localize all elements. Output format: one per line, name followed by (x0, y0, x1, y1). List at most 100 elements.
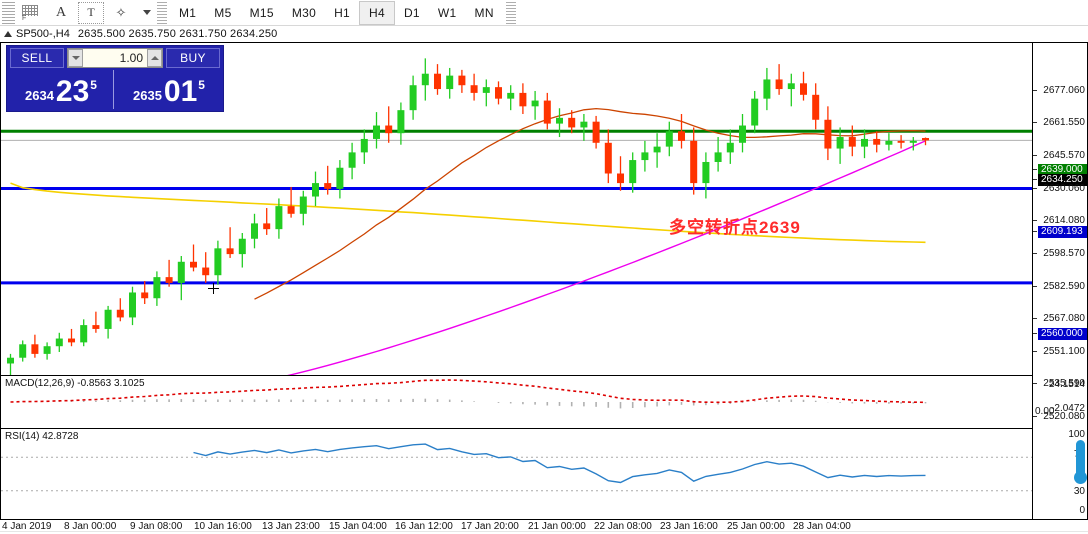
window-bottom-edge (0, 531, 1088, 534)
order-panel-controls: SELL 1.00 BUY (7, 46, 223, 70)
price-axis-label: 2535.590 (1043, 378, 1085, 389)
crosshair-cursor-v (213, 283, 214, 294)
time-axis-label: 17 Jan 20:00 (461, 521, 519, 532)
price-axis-tick (1033, 253, 1037, 254)
timeframe-w1[interactable]: W1 (437, 5, 457, 20)
resistance-level-badge[interactable]: 2639.000 (1038, 164, 1087, 176)
rsi-axis-0: 0 (1079, 505, 1085, 516)
price-axis-tick (1033, 169, 1037, 170)
time-axis[interactable]: 4 Jan 2019 8 Jan 00:00 9 Jan 08:00 10 Jan 1… (0, 521, 1088, 534)
order-panel-prices: 2634 23 5 2635 01 5 (7, 70, 223, 111)
price-axis-tick (1033, 90, 1037, 91)
timeframe-mn[interactable]: MN (474, 5, 494, 20)
time-axis-label: 15 Jan 04:00 (329, 521, 387, 532)
volume-increase-button[interactable] (147, 49, 162, 67)
buy-price-big: 01 (163, 75, 198, 108)
macd-axis-zero: 0.00 (1035, 406, 1055, 417)
rsi-subwindow: RSI(14) 42.8728 (1, 428, 1087, 519)
buy-button[interactable]: BUY (166, 48, 220, 68)
toolbar-separator (157, 1, 167, 24)
time-axis-label: 8 Jan 00:00 (64, 521, 117, 532)
crosshair-grid-icon[interactable]: F (17, 2, 44, 24)
price-axis-tick (1033, 231, 1037, 232)
price-axis-label: 2598.570 (1043, 248, 1085, 259)
symbol-name: SP500-,H4 (16, 28, 70, 40)
time-axis-label: 10 Jan 16:00 (194, 521, 252, 532)
macd-svg (10, 379, 927, 409)
price-axis-tick (1033, 286, 1037, 287)
current-price-badge[interactable]: 2634.250 (1038, 174, 1087, 186)
price-axis[interactable]: 2677.060 2661.550 2645.570 2639.000 2634.250… (1032, 43, 1087, 519)
rsi-label: RSI(14) 42.8728 (5, 431, 79, 442)
chart-annotation: 多空转折点2639 (669, 218, 801, 237)
one-click-trading-panel[interactable]: SELL 1.00 BUY 2634 23 5 2635 01 5 (6, 45, 224, 112)
timeframe-m30[interactable]: M30 (291, 5, 317, 20)
objects-icon[interactable]: ✧ (115, 4, 127, 20)
macd-subwindow: MACD(12,26,9) -0.8563 3.1025 (1, 375, 1087, 428)
price-axis-label: 2582.590 (1043, 281, 1085, 292)
price-axis-label: 2630.060 (1043, 183, 1085, 194)
price-axis-tick (1033, 383, 1037, 384)
price-axis-tick (1033, 122, 1037, 123)
sell-price-display[interactable]: 2634 23 5 (9, 70, 114, 109)
font-icon[interactable]: A (55, 4, 67, 20)
toolbar: F A T ✧ M1 M5 M15 M30 H1 H4 D1 W1 MN (0, 0, 1088, 26)
price-axis-tick (1033, 188, 1037, 189)
symbol-ohlc-bar: SP500-,H4 2635.500 2635.750 2631.750 263… (0, 27, 1088, 41)
price-axis-tick (1033, 351, 1037, 352)
volume-decrease-button[interactable] (68, 49, 83, 67)
price-axis-label: 2614.080 (1043, 215, 1085, 226)
support-level-badge[interactable]: 2560.000 (1038, 328, 1087, 340)
price-axis-tick (1033, 333, 1037, 334)
timeframe-h1[interactable]: H1 (334, 5, 351, 20)
text-tool-icon[interactable]: T (78, 1, 104, 24)
objects-dropdown-icon[interactable] (138, 2, 152, 24)
price-chart-plot[interactable]: 多空转折点2639 (1, 43, 1034, 519)
time-axis-label: 22 Jan 08:00 (594, 521, 652, 532)
timeframe-m15[interactable]: M15 (249, 5, 274, 20)
support-level-badge[interactable]: 2609.193 (1038, 226, 1087, 238)
price-axis-label: 2520.080 (1043, 411, 1085, 422)
collapse-triangle-icon[interactable] (4, 31, 12, 37)
sell-price-big: 23 (55, 75, 90, 108)
sell-price-whole: 2634 (25, 88, 54, 103)
timeframe-m1[interactable]: M1 (179, 5, 197, 20)
buy-price-fraction: 5 (198, 78, 205, 92)
price-chart-svg (1, 58, 1034, 375)
price-axis-label: 2567.080 (1043, 313, 1085, 324)
macd-axis-top: 24.1514 (1048, 379, 1085, 390)
price-axis-label: 2661.550 (1043, 117, 1085, 128)
price-axis-tick (1033, 179, 1037, 180)
slider-knob[interactable] (1074, 471, 1087, 484)
time-axis-label: 16 Jan 12:00 (395, 521, 453, 532)
price-axis-label: 2677.060 (1043, 85, 1085, 96)
macd-axis-bottom: -2.0472 (1051, 403, 1085, 414)
price-axis-tick (1033, 318, 1037, 319)
price-axis-tick (1033, 416, 1037, 417)
time-axis-label: 28 Jan 04:00 (793, 521, 851, 532)
timeframe-d1[interactable]: D1 (403, 5, 420, 20)
toolbar-grip[interactable] (2, 1, 15, 24)
price-axis-tick (1033, 155, 1037, 156)
time-axis-label: 4 Jan 2019 (2, 521, 52, 532)
time-axis-label: 23 Jan 16:00 (660, 521, 718, 532)
time-axis-label: 9 Jan 08:00 (130, 521, 183, 532)
volume-stepper[interactable]: 1.00 (67, 48, 163, 68)
price-axis-label: 2551.100 (1043, 346, 1085, 357)
sell-button[interactable]: SELL (10, 48, 64, 68)
volume-value[interactable]: 1.00 (119, 51, 143, 65)
toolbar-separator-2 (505, 1, 516, 24)
price-axis-label: 2645.570 (1043, 150, 1085, 161)
sell-price-fraction: 5 (90, 78, 97, 92)
timeframe-m5[interactable]: M5 (214, 5, 232, 20)
time-axis-label: 25 Jan 00:00 (727, 521, 785, 532)
chart-vertical-scale-slider[interactable] (1074, 440, 1087, 484)
rsi-axis-30: 30 (1073, 486, 1085, 497)
time-axis-label: 21 Jan 00:00 (528, 521, 586, 532)
time-axis-label: 13 Jan 23:00 (262, 521, 320, 532)
buy-price-whole: 2635 (133, 88, 162, 103)
timeframe-h4[interactable]: H4 (359, 0, 395, 25)
buy-price-display[interactable]: 2635 01 5 (117, 70, 221, 109)
rsi-axis-100: 100 (1068, 429, 1085, 440)
